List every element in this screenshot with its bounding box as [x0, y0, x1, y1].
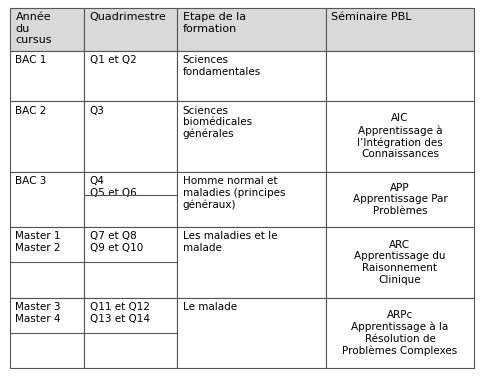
Bar [326, 101, 474, 172]
Text: Q3: Q3 [90, 106, 105, 115]
Text: Master 3
Master 4: Master 3 Master 4 [15, 302, 61, 324]
Text: BAC 3: BAC 3 [15, 176, 47, 186]
Bar [10, 101, 84, 172]
Bar [326, 227, 474, 298]
Text: Q11 et Q12
Q13 et Q14: Q11 et Q12 Q13 et Q14 [90, 302, 150, 324]
Text: Sciences
fondamentales: Sciences fondamentales [183, 55, 261, 77]
Text: Homme normal et
maladies (principes
généraux): Homme normal et maladies (principes géné… [183, 176, 285, 210]
Text: Etape de la
formation: Etape de la formation [183, 12, 246, 33]
Bar [84, 298, 177, 368]
Bar [326, 51, 474, 101]
Text: Les maladies et le
malade: Les maladies et le malade [183, 231, 277, 253]
Bar [10, 8, 84, 51]
Text: Q1 et Q2: Q1 et Q2 [90, 55, 136, 65]
Text: AIC
Apprentissage à
l’Intégration des
Connaissances: AIC Apprentissage à l’Intégration des Co… [357, 114, 443, 159]
Bar [84, 101, 177, 172]
Bar [326, 298, 474, 368]
Bar [10, 51, 84, 101]
Text: Master 1
Master 2: Master 1 Master 2 [15, 231, 61, 253]
Text: APP
Apprentissage Par
Problèmes: APP Apprentissage Par Problèmes [353, 183, 447, 216]
Text: Sciences
biomédicales
générales: Sciences biomédicales générales [183, 106, 252, 139]
Bar [177, 51, 326, 101]
Bar [10, 298, 84, 368]
Text: ARPc
Apprentissage à la
Résolution de
Problèmes Complexes: ARPc Apprentissage à la Résolution de Pr… [342, 310, 457, 356]
Bar [326, 8, 474, 51]
Bar [84, 51, 177, 101]
Bar [84, 172, 177, 227]
Text: Q7 et Q8
Q9 et Q10: Q7 et Q8 Q9 et Q10 [90, 231, 143, 253]
Text: Le malade: Le malade [183, 302, 237, 312]
Bar [10, 227, 84, 298]
Text: Quadrimestre: Quadrimestre [90, 12, 166, 22]
Text: BAC 1: BAC 1 [15, 55, 47, 65]
Bar [177, 172, 326, 227]
Bar [177, 101, 326, 172]
Bar [326, 172, 474, 227]
Bar [177, 8, 326, 51]
Text: Année
du
cursus: Année du cursus [15, 12, 52, 45]
Text: ARC
Apprentissage du
Raisonnement
Clinique: ARC Apprentissage du Raisonnement Cliniq… [354, 240, 446, 285]
Bar [84, 227, 177, 298]
Bar [84, 8, 177, 51]
Text: Q4
Q5 et Q6: Q4 Q5 et Q6 [90, 176, 136, 198]
Text: Séminaire PBL: Séminaire PBL [332, 12, 412, 22]
Bar [10, 172, 84, 227]
Bar [177, 298, 326, 368]
Text: BAC 2: BAC 2 [15, 106, 47, 115]
Bar [177, 227, 326, 298]
